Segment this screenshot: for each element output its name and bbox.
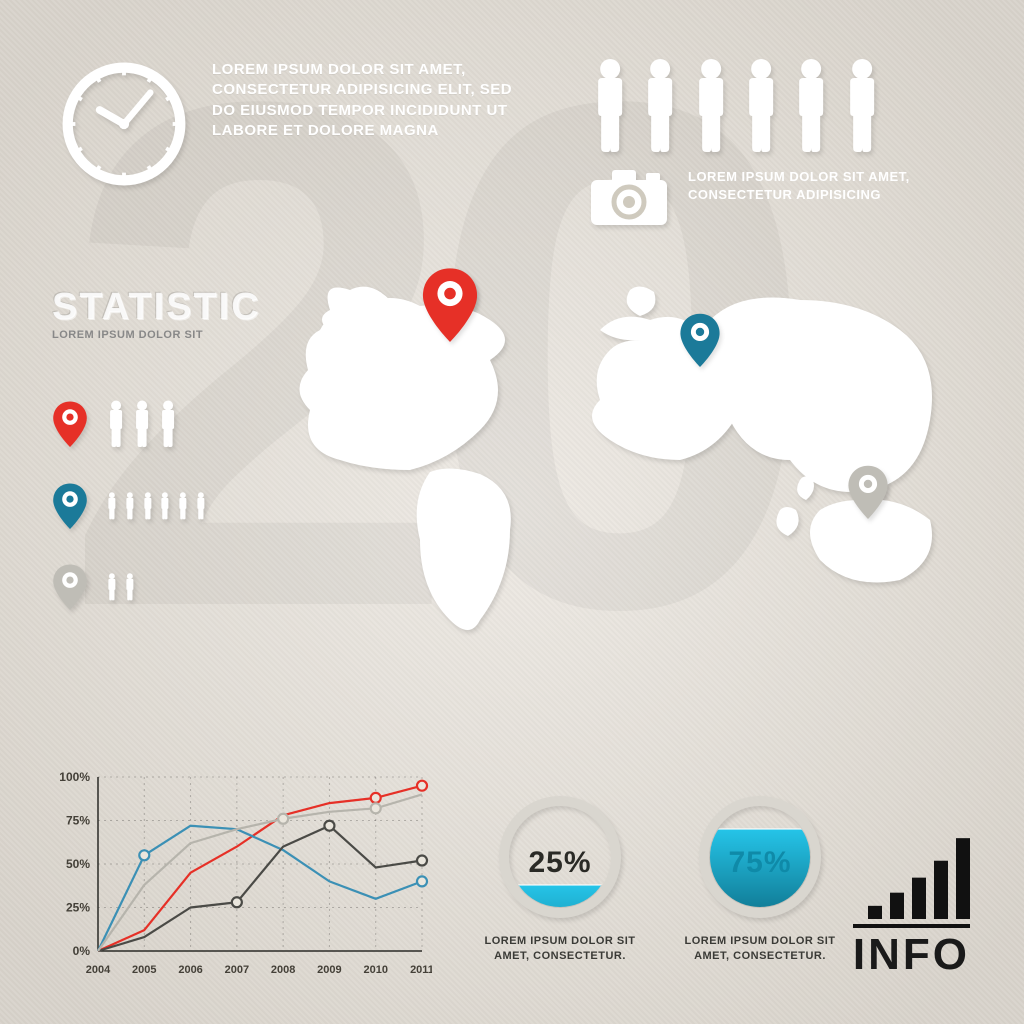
- person-icon: [741, 58, 781, 154]
- person-icon: [106, 492, 118, 520]
- svg-text:75%: 75%: [66, 814, 90, 828]
- svg-text:2004: 2004: [86, 964, 111, 976]
- people-row: [590, 58, 882, 159]
- legend: [52, 400, 306, 645]
- svg-text:25%: 25%: [66, 901, 90, 915]
- map-pin-icon: [421, 266, 479, 344]
- statistic-heading: STATISTIC LOREM IPSUM DOLOR SIT: [52, 286, 261, 341]
- pie-item: 25% LOREM IPSUM DOLOR SIT AMET, CONSECTET…: [480, 795, 640, 964]
- camera-icon: [590, 168, 668, 226]
- world-map: [280, 260, 980, 660]
- map-pin-icon: [679, 312, 721, 369]
- person-icon: [124, 492, 136, 520]
- pie-charts: 25% LOREM IPSUM DOLOR SIT AMET, CONSECTET…: [480, 795, 840, 964]
- info-block: INFO: [853, 825, 970, 980]
- svg-text:2007: 2007: [225, 964, 249, 976]
- legend-row: [52, 563, 306, 617]
- header-lorem: LOREM IPSUM DOLOR SIT AMET, CONSECTETUR …: [212, 60, 532, 141]
- svg-text:50%: 50%: [66, 857, 90, 871]
- person-icon: [842, 58, 882, 154]
- person-icon: [590, 58, 630, 154]
- person-icon: [691, 58, 731, 154]
- line-chart: 0% 25% 50% 75% 100% 2004 2005 2006 2007 2008 2009 2…: [52, 769, 432, 984]
- person-icon: [159, 492, 171, 520]
- map-pin-icon: [52, 400, 88, 449]
- pie-item: 75% LOREM IPSUM DOLOR SIT AMET, CONSECTET…: [680, 795, 840, 964]
- person-icon: [195, 492, 207, 520]
- svg-text:100%: 100%: [59, 770, 90, 784]
- svg-text:2008: 2008: [271, 964, 295, 976]
- legend-row: [52, 482, 306, 536]
- person-icon: [640, 58, 680, 154]
- camera-text: LOREM IPSUM DOLOR SIT AMET, CONSECTETUR …: [688, 168, 978, 203]
- person-icon: [791, 58, 831, 154]
- pie-percent: 25%: [480, 846, 640, 880]
- pie-caption: LOREM IPSUM DOLOR SIT AMET, CONSECTETUR.: [680, 934, 840, 964]
- clock-icon: [60, 60, 188, 188]
- pie-percent: 75%: [680, 846, 840, 880]
- person-icon: [106, 400, 126, 448]
- svg-text:2010: 2010: [363, 964, 387, 976]
- person-icon: [158, 400, 178, 448]
- svg-text:2006: 2006: [178, 964, 202, 976]
- person-icon: [177, 492, 189, 520]
- person-icon: [142, 492, 154, 520]
- map-pin-icon: [52, 482, 88, 531]
- map-pin-icon: [52, 563, 88, 612]
- pie-caption: LOREM IPSUM DOLOR SIT AMET, CONSECTETUR.: [480, 934, 640, 964]
- map-pin-icon: [847, 464, 889, 521]
- svg-text:2011: 2011: [410, 964, 432, 976]
- legend-row: [52, 400, 306, 454]
- svg-text:2005: 2005: [132, 964, 156, 976]
- bar-chart-icon: [868, 825, 970, 919]
- person-icon: [106, 573, 118, 601]
- svg-text:0%: 0%: [73, 944, 91, 958]
- svg-text:2009: 2009: [317, 964, 341, 976]
- person-icon: [124, 573, 136, 601]
- person-icon: [132, 400, 152, 448]
